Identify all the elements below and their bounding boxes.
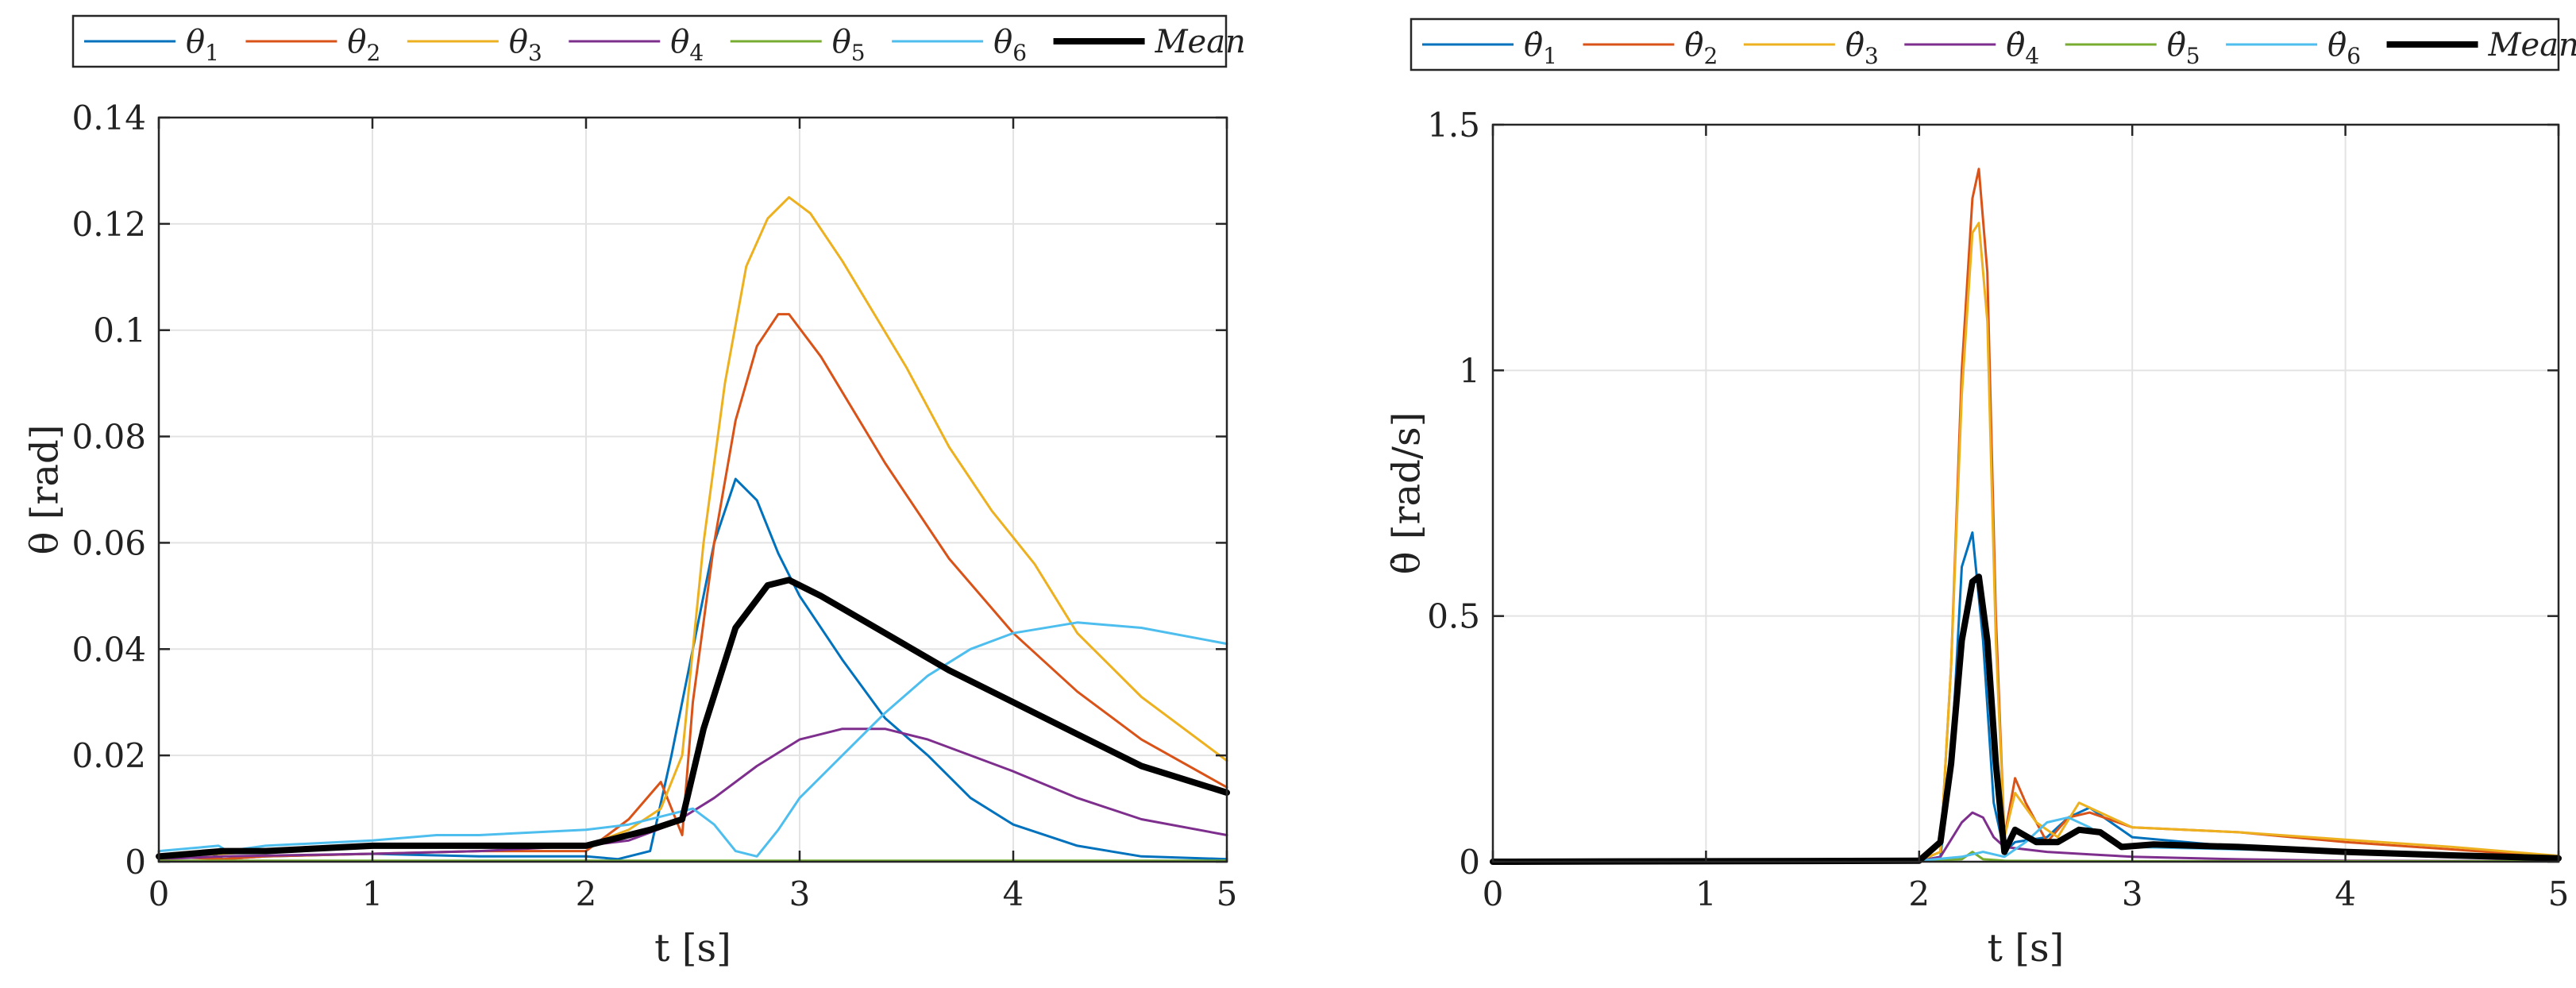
legend-label: θ̇4	[2006, 27, 2039, 69]
legend-label: Mean	[2488, 27, 2576, 64]
legend-label: θ̇3	[1845, 27, 1879, 69]
axes-box	[1491, 123, 2560, 863]
x-tick-label: 0	[1483, 874, 1504, 913]
axes-box	[157, 116, 1228, 863]
x-tick-label: 4	[2335, 874, 2356, 913]
y-tick-label: 0	[125, 843, 146, 882]
legend-item-6: θ̇6	[2226, 27, 2361, 69]
y-tick-label: 0.1	[93, 311, 146, 350]
legend-label: θ4	[670, 24, 704, 66]
x-tick-label: 2	[576, 874, 597, 913]
legend-item-mean: Mean	[1053, 24, 1246, 60]
y-axis-label: θ [rad]	[23, 425, 67, 555]
legend-label: Mean	[1155, 24, 1246, 60]
legend-item-1: θ1	[84, 24, 219, 66]
legend-label: θ1	[186, 24, 219, 66]
series-group	[1490, 168, 2562, 865]
legend-label: θ2	[347, 24, 380, 66]
y-tick-label: 1.5	[1427, 106, 1480, 145]
y-tick-label: 0.12	[71, 205, 146, 244]
series-line-6	[157, 621, 1228, 858]
y-tick-label: 1	[1459, 351, 1480, 390]
x-axis-label: t [s]	[1988, 926, 2065, 971]
y-tick-label: 0.06	[71, 523, 146, 562]
legend-label: θ̇6	[2327, 27, 2361, 69]
series-line-3	[1491, 222, 2560, 863]
series-group	[156, 195, 1230, 863]
legend-label: θ5	[832, 24, 866, 66]
legend-label: θ̇2	[1684, 27, 1718, 69]
x-tick-label: 0	[148, 874, 170, 913]
y-tick-label: 0.02	[71, 736, 146, 775]
legend-label: θ6	[993, 24, 1027, 66]
y-axis-label: θ̇ [rad/s]	[1385, 412, 1429, 575]
x-axis-label: t [s]	[654, 926, 731, 971]
legend-label: θ3	[509, 24, 542, 66]
x-tick-label: 1	[1695, 874, 1717, 913]
plot-area	[1493, 125, 2559, 862]
legend-item-2: θ̇2	[1583, 27, 1718, 69]
legend-item-6: θ6	[892, 24, 1027, 66]
legend: θ1 θ2 θ3 θ4 θ5 θ6 Mean	[71, 14, 1246, 68]
legend-item-4: θ4	[569, 24, 704, 66]
legend-item-3: θ3	[407, 24, 542, 66]
x-tick-label: 5	[2548, 874, 2570, 913]
angle-chart: 0 1 2 3 4 5 0 0.02 0.04 0.06 0.08 0.1 0.12 0.14 t [s] θ…	[23, 14, 1246, 971]
x-tick-label: 1	[362, 874, 384, 913]
velocity-chart: 0 1 2 3 4 500.511.5t [s]θ̇ [rad/s]θ̇1 θ̇2 θ̇3 θ̇…	[1385, 17, 2576, 971]
legend-item-1: θ̇1	[1422, 27, 1557, 69]
legend: θ̇1 θ̇2 θ̇3 θ̇4 θ̇5 θ̇6 Mean	[1409, 17, 2576, 71]
legend-item-3: θ̇3	[1743, 27, 1879, 69]
legend-label: θ̇5	[2167, 27, 2200, 69]
x-tick-label: 3	[2122, 874, 2143, 913]
y-tick-label: 0.04	[71, 630, 146, 669]
x-tick-label: 3	[789, 874, 811, 913]
y-tick-label: 0.5	[1427, 597, 1480, 636]
series-line-mean	[1490, 573, 2562, 865]
legend-item-4: θ̇4	[1904, 27, 2039, 69]
legend-item-mean: Mean	[2386, 27, 2576, 64]
legend-item-5: θ̇5	[2065, 27, 2200, 69]
x-tick-label: 2	[1908, 874, 1930, 913]
legend-item-2: θ2	[245, 24, 380, 66]
series-line-4	[157, 727, 1228, 861]
y-tick-label: 0.08	[71, 418, 146, 457]
legend-item-5: θ5	[730, 24, 866, 66]
y-tick-label: 0	[1459, 843, 1480, 882]
series-line-mean	[156, 577, 1230, 860]
legend-label: θ̇1	[1524, 27, 1557, 69]
plot-area	[159, 118, 1227, 862]
x-tick-label: 5	[1217, 874, 1238, 913]
x-tick-label: 4	[1003, 874, 1024, 913]
y-tick-label: 0.14	[71, 98, 146, 137]
